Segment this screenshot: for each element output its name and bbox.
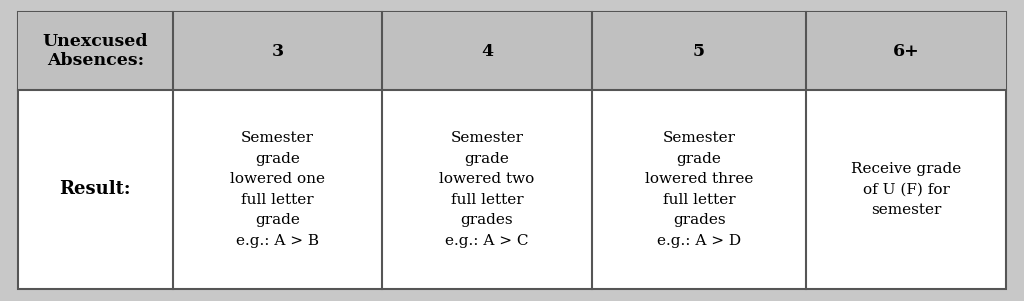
Text: Semester
grade
lowered one
full letter
grade
e.g.: A > B: Semester grade lowered one full letter g… <box>230 131 325 248</box>
Text: Result:: Result: <box>59 181 131 198</box>
Text: Semester
grade
lowered two
full letter
grades
e.g.: A > C: Semester grade lowered two full letter g… <box>439 131 535 248</box>
Text: Unexcused
Absences:: Unexcused Absences: <box>43 33 148 69</box>
Text: Semester
grade
lowered three
full letter
grades
e.g.: A > D: Semester grade lowered three full letter… <box>645 131 754 248</box>
Text: 6+: 6+ <box>893 42 920 60</box>
Text: Receive grade
of U (F) for
semester: Receive grade of U (F) for semester <box>851 162 962 217</box>
Text: 4: 4 <box>481 42 494 60</box>
Text: 5: 5 <box>693 42 706 60</box>
Text: 3: 3 <box>271 42 284 60</box>
